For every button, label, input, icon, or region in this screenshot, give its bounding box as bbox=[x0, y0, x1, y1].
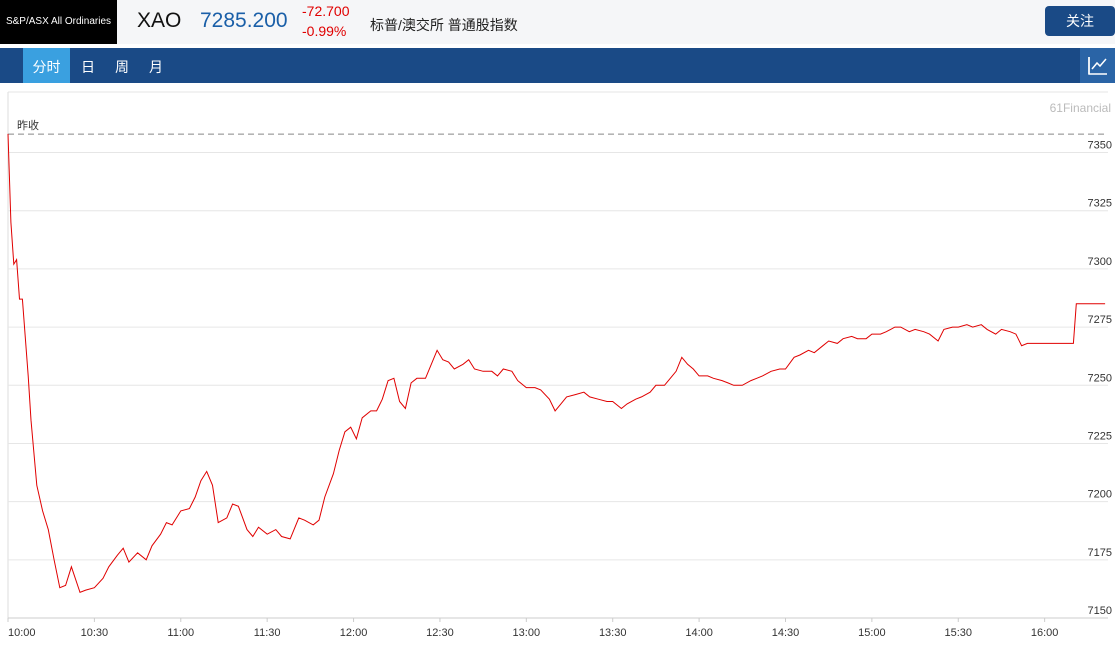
price: 7285.200 bbox=[200, 9, 288, 32]
y-tick-label: 7350 bbox=[1088, 140, 1112, 152]
icon-svg bbox=[1088, 57, 1107, 75]
x-tick-label: 12:30 bbox=[426, 627, 454, 639]
x-tick-label: 14:00 bbox=[685, 627, 713, 639]
chart-icon[interactable] bbox=[1080, 48, 1115, 83]
tab-bar: 分时 日 周 月 bbox=[0, 48, 1115, 83]
description: 标普/澳交所 普通股指数 bbox=[370, 17, 518, 33]
change-pct: -0.99% bbox=[302, 23, 347, 39]
chart: 7150 7175 7200 7225 7250 7275 7300 7325 7350 10:0… bbox=[7, 91, 1112, 639]
change: -72.700 bbox=[302, 3, 350, 19]
x-tick-label: 15:30 bbox=[944, 627, 972, 639]
y-tick-label: 7150 bbox=[1088, 605, 1112, 617]
tab[interactable]: 分时 bbox=[23, 48, 70, 83]
x-tick-label: 10:00 bbox=[8, 627, 36, 639]
header: S&P/ASX All Ordinaries XAO 7285.200 -72.… bbox=[0, 0, 1115, 44]
x-tick-label: 13:00 bbox=[513, 627, 541, 639]
prev-close-label: 昨收 bbox=[17, 118, 39, 132]
tab[interactable]: 月 bbox=[149, 59, 163, 75]
x-tick-label: 13:30 bbox=[599, 627, 627, 639]
y-tick-label: 7250 bbox=[1088, 372, 1112, 384]
symbol: XAO bbox=[137, 9, 182, 32]
y-tick-label: 7275 bbox=[1088, 314, 1112, 326]
x-tick-label: 16:00 bbox=[1031, 627, 1059, 639]
index-name: S&P/ASX All Ordinaries bbox=[0, 0, 117, 44]
y-tick-label: 7225 bbox=[1088, 430, 1112, 442]
follow-button[interactable]: 关注 bbox=[1045, 6, 1115, 36]
tab[interactable]: 日 bbox=[81, 59, 95, 75]
x-tick-label: 12:00 bbox=[340, 627, 368, 639]
y-tick-label: 7300 bbox=[1088, 256, 1112, 268]
y-tick-label: 7200 bbox=[1088, 489, 1112, 501]
price-line bbox=[7, 133, 1106, 594]
x-tick-label: 14:30 bbox=[772, 627, 800, 639]
x-tick-label: 15:00 bbox=[858, 627, 886, 639]
x-tick-label: 10:30 bbox=[81, 627, 109, 639]
x-tick-label: 11:30 bbox=[254, 627, 281, 639]
x-tick-label: 11:00 bbox=[167, 627, 194, 639]
tab[interactable]: 周 bbox=[115, 59, 129, 75]
watermark: 61Financial bbox=[1050, 101, 1111, 115]
y-tick-label: 7325 bbox=[1088, 198, 1112, 210]
y-tick-label: 7175 bbox=[1088, 547, 1112, 559]
